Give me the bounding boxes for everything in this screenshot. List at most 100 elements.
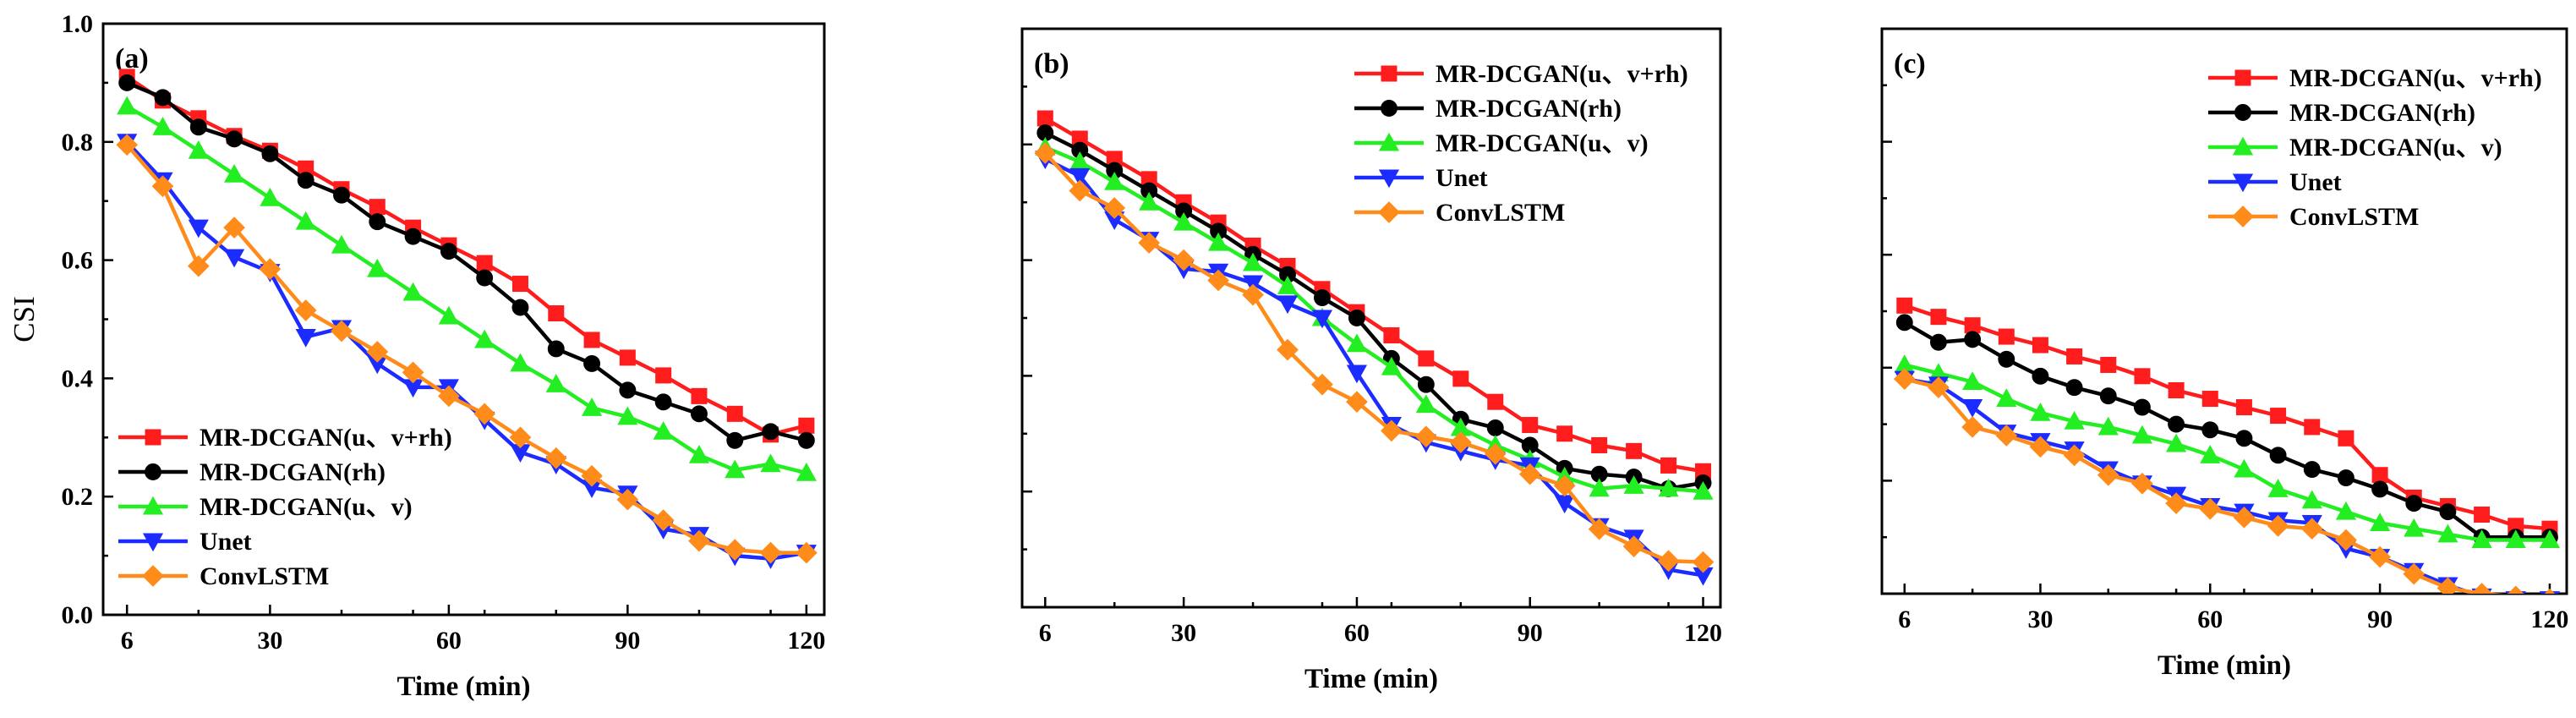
data-point [509,426,532,449]
legend-label: MR-DCGAN(u、v+rh) [2289,64,2542,92]
y-tick-label: 0.2 [62,483,94,511]
y-tick-label: 0.6 [62,247,94,275]
data-point [1693,480,1714,500]
data-point [2369,512,2391,531]
data-point [2030,402,2051,421]
data-point [1588,518,1611,540]
data-point [369,199,386,216]
data-point [652,509,675,532]
x-tick-label: 60 [2197,606,2223,633]
data-point [1589,478,1610,497]
series-mr-dcgan-u-v [117,96,817,481]
data-point [440,243,457,260]
data-point [152,117,173,135]
data-point [691,405,708,423]
data-point [297,172,314,189]
x-tick-label: 90 [615,627,640,655]
data-point [1103,197,1126,219]
data-point [2064,410,2085,430]
data-point [1417,375,1435,393]
data-point [118,74,136,91]
legend-marker [2234,104,2251,121]
chart-panel-a: 6 30 60 90 120 0.0 0.2 0.4 0.6 0.8 1.0 Time (min) CS… [8,10,826,702]
legend-label: MR-DCGAN(u、v) [200,493,413,521]
data-point [2403,562,2426,585]
data-point [1069,167,1091,187]
data-point [226,130,243,148]
data-point [1173,249,1195,271]
legend-label: MR-DCGAN(u、v+rh) [1436,60,1688,88]
data-point [117,96,138,115]
data-point [724,539,747,561]
data-point [223,163,245,183]
data-point [2032,337,2048,354]
legend: MR-DCGAN(u、v+rh) MR-DCGAN(rh) MR-DCGAN(u、v… [118,424,452,590]
data-point [2097,416,2119,436]
data-point [547,340,565,358]
data-point [1383,327,1400,344]
series-line [125,143,807,555]
data-point [616,488,639,511]
data-point [619,349,636,366]
legend-label: ConvLSTM [2289,203,2419,231]
data-point [1034,142,1057,164]
x-tick-label: 120 [787,627,825,655]
legend-label: MR-DCGAN(u、v) [1436,129,1649,157]
data-point [1346,364,1368,384]
data-point [2405,495,2423,512]
data-point [2474,506,2491,523]
data-point [1381,419,1403,442]
data-point [511,299,529,316]
plot-area [1034,110,1715,586]
data-point [1487,393,1504,410]
data-point [1311,373,1333,396]
data-point [655,367,672,384]
data-point [2165,433,2187,452]
y-tick-label: 0.0 [62,601,94,629]
series-mr-dcgan-u-v [1035,136,1714,500]
data-point [1173,211,1195,231]
data-point [726,405,743,422]
data-point [795,541,818,564]
data-point [261,145,279,162]
legend-marker [1381,100,1397,117]
data-point [438,305,459,325]
legend-marker [2232,173,2254,193]
data-point [1554,495,1575,514]
data-point [2267,479,2289,497]
data-point [188,140,209,159]
data-point [2269,447,2287,464]
data-point [1556,425,1573,442]
data-point [2304,419,2321,436]
data-point [688,529,710,552]
data-point [474,329,495,348]
data-point [438,385,460,408]
data-point [1346,333,1368,353]
y-tick-label: 1.0 [62,10,94,38]
data-point [1964,317,1981,334]
data-point [476,269,494,287]
data-point [2303,461,2321,478]
legend-marker [1381,65,1397,82]
data-point [1998,350,2015,368]
data-point [1277,295,1299,315]
legend: MR-DCGAN(u、v+rh) MR-DCGAN(rh) MR-DCGAN(u、v… [2208,64,2542,231]
x-axis-title: Time (min) [397,671,531,702]
data-point [1036,110,1053,127]
data-point [1277,276,1299,294]
legend-marker [1378,132,1400,151]
data-point [1961,416,1983,438]
data-point [548,305,565,322]
data-point [2439,503,2457,521]
data-point [331,320,353,343]
data-point [2065,379,2083,397]
legend-label: MR-DCGAN(rh) [2289,99,2475,127]
data-point [2131,425,2153,444]
data-point [333,186,350,204]
x-tick-label: 90 [1518,619,1543,647]
data-point [2539,529,2561,549]
data-point [294,299,317,321]
y-tick-label: 0.4 [62,364,94,392]
data-point [2335,501,2357,520]
